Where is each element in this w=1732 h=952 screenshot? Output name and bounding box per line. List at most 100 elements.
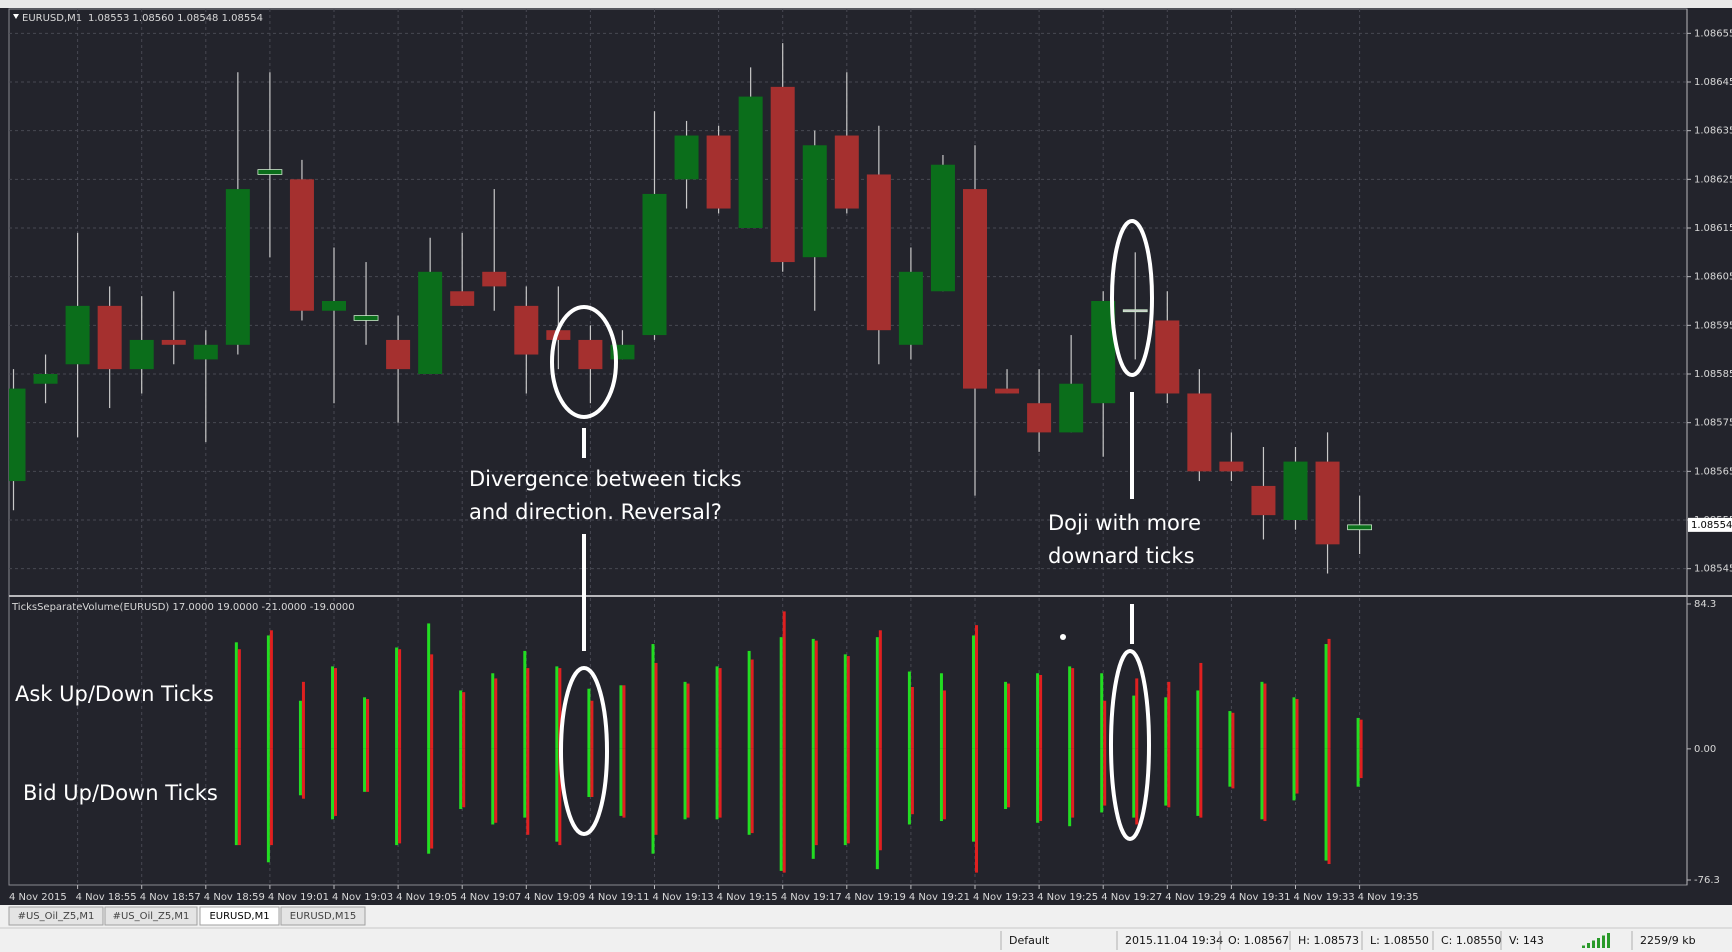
tab[interactable] bbox=[280, 906, 366, 926]
tick-bar bbox=[462, 748, 466, 808]
tab[interactable] bbox=[8, 906, 104, 926]
y-tick-label: 1.08545 bbox=[1694, 564, 1732, 575]
connection-bar bbox=[1582, 945, 1585, 948]
tick-bar bbox=[587, 748, 591, 797]
candle-body bbox=[1283, 461, 1308, 520]
tick-bar bbox=[266, 748, 270, 863]
tick-bar bbox=[1196, 690, 1200, 749]
y-tick-label: 1.08655 bbox=[1694, 28, 1732, 39]
status-text: C: 1.08550 bbox=[1441, 934, 1501, 947]
status-text: O: 1.08567 bbox=[1228, 934, 1289, 947]
annotation-dot bbox=[1060, 634, 1066, 640]
candle-body bbox=[674, 135, 699, 180]
tick-bar bbox=[331, 666, 334, 749]
tick-bar bbox=[942, 690, 946, 749]
tick-bar bbox=[234, 642, 238, 749]
tick-bar bbox=[427, 748, 431, 854]
x-tick-label: 4 Nov 19:31 bbox=[1229, 892, 1290, 903]
tick-bar bbox=[590, 700, 594, 749]
candle-body bbox=[1315, 461, 1340, 545]
tab-label[interactable]: EURUSD,M1 bbox=[209, 911, 269, 922]
tab[interactable] bbox=[199, 906, 280, 926]
tick-bar bbox=[811, 638, 815, 749]
tick-bar bbox=[651, 748, 655, 854]
tick-bar bbox=[398, 649, 402, 749]
tick-bar bbox=[975, 625, 978, 749]
tick-bar bbox=[654, 748, 658, 835]
tick-bar bbox=[1359, 719, 1363, 749]
candle-body bbox=[1155, 320, 1180, 394]
tick-bar bbox=[1359, 748, 1363, 779]
tick-bar bbox=[558, 748, 562, 846]
y-tick-label: 1.08615 bbox=[1694, 223, 1732, 234]
tab-label[interactable]: #US_Oil_Z5,M1 bbox=[113, 911, 190, 922]
tick-bar bbox=[558, 668, 562, 749]
tick-bar bbox=[494, 748, 498, 823]
tick-bar bbox=[683, 748, 687, 820]
tick-bar bbox=[907, 671, 911, 749]
tick-bar bbox=[590, 748, 594, 797]
annotations: Divergence between ticks and direction. … bbox=[15, 219, 1201, 841]
annotation-ellipse bbox=[1110, 219, 1154, 377]
tick-bar bbox=[430, 748, 434, 849]
tick-bar bbox=[846, 748, 850, 844]
tick-bar bbox=[266, 635, 270, 749]
tab-label[interactable]: #US_Oil_Z5,M1 bbox=[18, 911, 95, 922]
annotation-ellipse bbox=[559, 666, 609, 836]
tick-bar bbox=[619, 685, 623, 749]
y-tick-label: 1.08635 bbox=[1694, 126, 1732, 137]
status-text: H: 1.08573 bbox=[1298, 934, 1359, 947]
candle-body bbox=[1219, 461, 1244, 472]
x-tick-label: 4 Nov 19:03 bbox=[332, 892, 393, 903]
tick-bar bbox=[1132, 695, 1136, 749]
connection-bar bbox=[1602, 935, 1605, 948]
tick-bar bbox=[301, 681, 305, 749]
tick-bar bbox=[750, 748, 754, 834]
tick-bar bbox=[1135, 678, 1139, 749]
tab-label[interactable]: EURUSD,M15 bbox=[290, 911, 356, 922]
y-tick-label: 1.08645 bbox=[1694, 77, 1732, 88]
tick-bar bbox=[237, 748, 241, 846]
status-text: Default bbox=[1009, 934, 1050, 947]
tick-bar bbox=[715, 748, 719, 820]
y-tick-label: 1.08565 bbox=[1694, 466, 1732, 477]
tick-bar bbox=[1196, 748, 1200, 816]
x-tick-label: 4 Nov 19:17 bbox=[781, 892, 842, 903]
annotation-text: Bid Up/Down Ticks bbox=[23, 781, 218, 805]
tick-bar bbox=[939, 748, 943, 822]
tick-bar bbox=[1071, 668, 1075, 749]
tick-bar bbox=[1103, 748, 1107, 806]
tick-bar bbox=[910, 748, 914, 815]
tick-bar bbox=[1100, 748, 1104, 813]
current-price: 1.08554 bbox=[1691, 520, 1732, 531]
status-text: 2259/9 kb bbox=[1640, 934, 1696, 947]
candle-body bbox=[738, 96, 763, 228]
annotation-text: Doji with more bbox=[1048, 511, 1201, 535]
tick-bar bbox=[1228, 711, 1232, 749]
tick-bar bbox=[1167, 681, 1171, 749]
candle-body bbox=[386, 339, 411, 370]
candle-body bbox=[514, 305, 539, 355]
candle-body bbox=[289, 179, 314, 311]
tick-bar bbox=[1135, 748, 1139, 825]
grid bbox=[9, 9, 1687, 885]
tick-bar bbox=[750, 659, 754, 749]
tick-bar bbox=[269, 630, 273, 749]
tick-bar bbox=[651, 644, 655, 749]
candle-body bbox=[802, 145, 827, 258]
tick-bar bbox=[1324, 748, 1328, 861]
y-tick-label: 1.08585 bbox=[1694, 369, 1732, 380]
tick-bar bbox=[1263, 683, 1267, 749]
candle-body bbox=[65, 305, 90, 365]
tick-bar bbox=[939, 673, 943, 749]
y-tick-label: 1.08575 bbox=[1694, 418, 1732, 429]
tick-bar bbox=[1103, 700, 1107, 749]
tick-bar bbox=[1007, 683, 1011, 749]
tick-bar bbox=[878, 630, 882, 749]
tick-bar bbox=[298, 748, 302, 796]
candle-body bbox=[225, 189, 250, 345]
tick-bar bbox=[1327, 748, 1331, 865]
tick-bar bbox=[782, 748, 786, 873]
tab[interactable] bbox=[104, 906, 198, 926]
tick-bar bbox=[1327, 638, 1331, 749]
